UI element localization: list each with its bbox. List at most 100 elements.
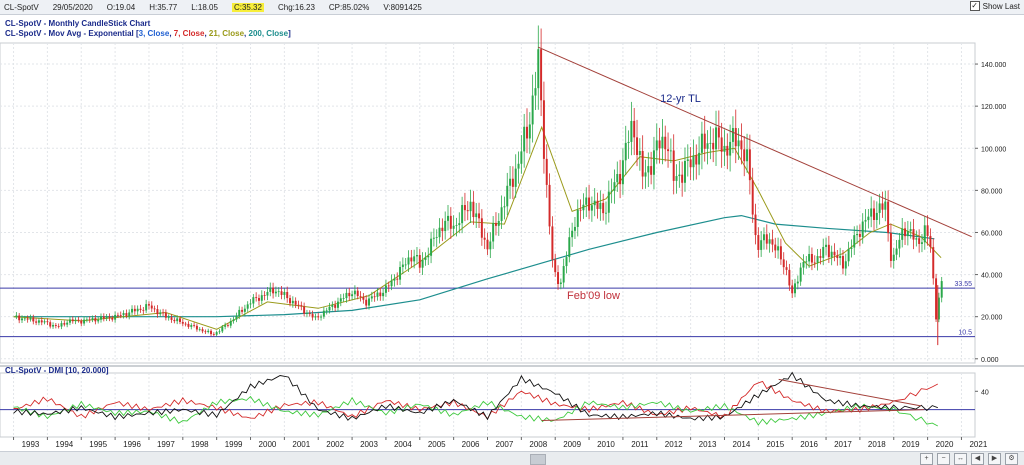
candle-body (813, 262, 816, 264)
candle-body (734, 128, 737, 147)
symbol-label: CL-SpotV (4, 2, 39, 12)
candle-body (305, 313, 308, 314)
year-label: 2002 (326, 440, 344, 449)
candle-body (545, 158, 548, 185)
candle-body (345, 292, 348, 299)
dmi-series-0 (13, 380, 939, 420)
candle-body (173, 319, 176, 322)
show-last-label: Show Last (982, 1, 1020, 11)
candle-body (585, 197, 588, 205)
candle-body (447, 215, 449, 221)
candle-body (540, 49, 543, 101)
change-pct-value: CP:85.02% (328, 2, 370, 12)
candle-body (370, 296, 373, 299)
candle-body (458, 223, 461, 226)
price-label: 0.000 (981, 357, 999, 364)
candle-body (229, 320, 232, 326)
candle-body (785, 267, 788, 270)
year-label: 2015 (766, 440, 784, 449)
candle-body (602, 202, 605, 214)
candle-body (68, 319, 71, 323)
year-label: 2019 (902, 440, 920, 449)
candle-body (212, 334, 215, 335)
show-last-toggle[interactable]: ✓ Show Last (969, 1, 1020, 11)
year-label: 2017 (834, 440, 852, 449)
candle-body (105, 316, 108, 319)
candle-body (774, 244, 777, 251)
candle-body (760, 240, 763, 250)
ema200-line (13, 214, 935, 318)
candle-body (162, 312, 165, 314)
candle-body (607, 191, 610, 213)
candle-body (286, 291, 289, 299)
candle-body (794, 283, 796, 294)
chart-area[interactable]: 1993 1994 1995 1996 1997 1998 1999 2000 2001 2002… (0, 15, 1024, 451)
candle-body (102, 316, 105, 319)
candle-body (167, 317, 170, 319)
candle-body (114, 314, 117, 320)
candle-body (559, 282, 562, 285)
candle-body (241, 309, 244, 312)
candle-body (243, 308, 246, 312)
candle-body (523, 126, 526, 152)
scroll-thumb[interactable] (530, 454, 546, 465)
candle-body (461, 205, 464, 224)
zoom-out-icon[interactable]: − (937, 453, 950, 465)
scroll-left-icon[interactable]: ◀ (971, 453, 984, 465)
price-label: 120.000 (981, 104, 1006, 111)
candle-body (638, 151, 641, 155)
candle-body (683, 161, 686, 183)
candle-body (314, 316, 317, 318)
candle-body (83, 319, 86, 324)
candle-body (923, 225, 926, 243)
show-last-checkbox[interactable]: ✓ (969, 1, 980, 11)
year-label: 2021 (969, 440, 987, 449)
candle-body (427, 255, 430, 258)
candle-body (376, 292, 379, 297)
fit-icon[interactable]: ↔ (954, 453, 967, 465)
candle-body (534, 88, 537, 96)
candle-body (215, 332, 218, 335)
close-value: C:35.32 (231, 2, 264, 12)
year-label: 2013 (699, 440, 717, 449)
mov-avg-part-6: 200, Close (248, 29, 289, 38)
candle-body (875, 212, 878, 220)
candle-body (60, 323, 63, 327)
candle-body (695, 155, 698, 165)
candle-body (311, 314, 314, 318)
year-label: 1993 (22, 440, 40, 449)
candle-body (681, 174, 684, 183)
candle-body (21, 318, 23, 321)
candle-body (881, 203, 884, 210)
mov-avg-part-4: 21, Close (208, 29, 245, 38)
quote-bar: CL-SpotV 29/05/2020 O:19.04 H:35.77 L:18… (0, 0, 1024, 15)
candle-body (435, 237, 438, 238)
horizontal-scrollbar[interactable]: + − ↔ ◀ ▶ ⚙ (0, 451, 1024, 465)
candle-body (895, 248, 898, 255)
candle-body (915, 238, 918, 240)
zoom-in-icon[interactable]: + (920, 453, 933, 465)
candle-body (613, 182, 616, 191)
candle-body (497, 220, 500, 226)
settings-icon[interactable]: ⚙ (1005, 453, 1018, 465)
candle-body (334, 304, 337, 308)
candle-body (26, 318, 29, 320)
candle-body (864, 220, 867, 222)
candle-body (762, 234, 765, 241)
candle-body (906, 231, 909, 237)
candle-body (404, 264, 407, 266)
candle-body (630, 120, 633, 142)
candle-body (836, 255, 839, 259)
candle-body (263, 295, 266, 296)
candle-body (610, 190, 613, 192)
candle-body (870, 208, 873, 217)
chart-svg[interactable]: 1993 1994 1995 1996 1997 1998 1999 2000 2001 2002… (0, 15, 1024, 451)
year-label: 2004 (394, 440, 412, 449)
candle-body (644, 172, 647, 177)
candle-body (232, 319, 235, 321)
candle-body (565, 257, 568, 267)
candle-body (156, 309, 159, 315)
candle-body (472, 201, 475, 218)
candle-body (74, 319, 77, 322)
scroll-right-icon[interactable]: ▶ (988, 453, 1001, 465)
